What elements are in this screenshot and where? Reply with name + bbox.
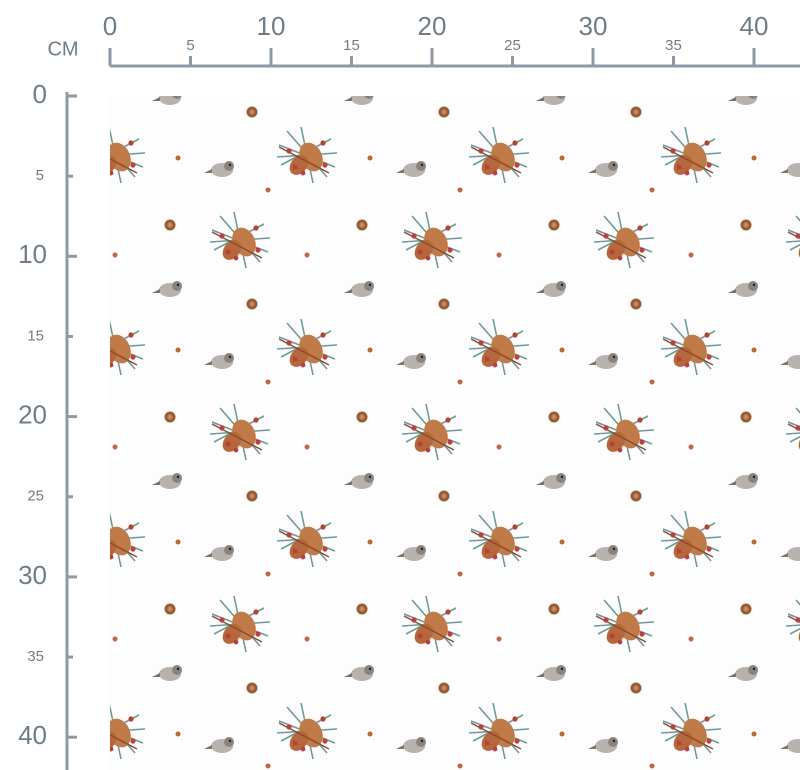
top-tick-label: 5 xyxy=(186,37,194,54)
left-tick-label: 30 xyxy=(18,560,47,590)
left-tick-label: 5 xyxy=(36,167,44,184)
left-tick-label: 20 xyxy=(18,399,47,429)
top-tick-label: 20 xyxy=(418,11,447,41)
fabric-pattern xyxy=(110,96,800,770)
unit-label: CM xyxy=(47,38,78,60)
left-tick-label: 40 xyxy=(18,720,47,750)
left-tick-label: 10 xyxy=(18,239,47,269)
left-tick-label: 35 xyxy=(27,648,44,665)
left-tick-label: 0 xyxy=(33,79,47,109)
top-tick-label: 0 xyxy=(103,11,117,41)
left-tick-label: 15 xyxy=(27,327,44,344)
top-tick-label: 15 xyxy=(343,37,360,54)
left-tick-label: 25 xyxy=(27,488,44,505)
top-tick-label: 35 xyxy=(665,37,682,54)
top-tick-label: 40 xyxy=(740,11,769,41)
top-tick-label: 30 xyxy=(579,11,608,41)
top-tick-label: 25 xyxy=(504,37,521,54)
top-tick-label: 10 xyxy=(257,11,286,41)
